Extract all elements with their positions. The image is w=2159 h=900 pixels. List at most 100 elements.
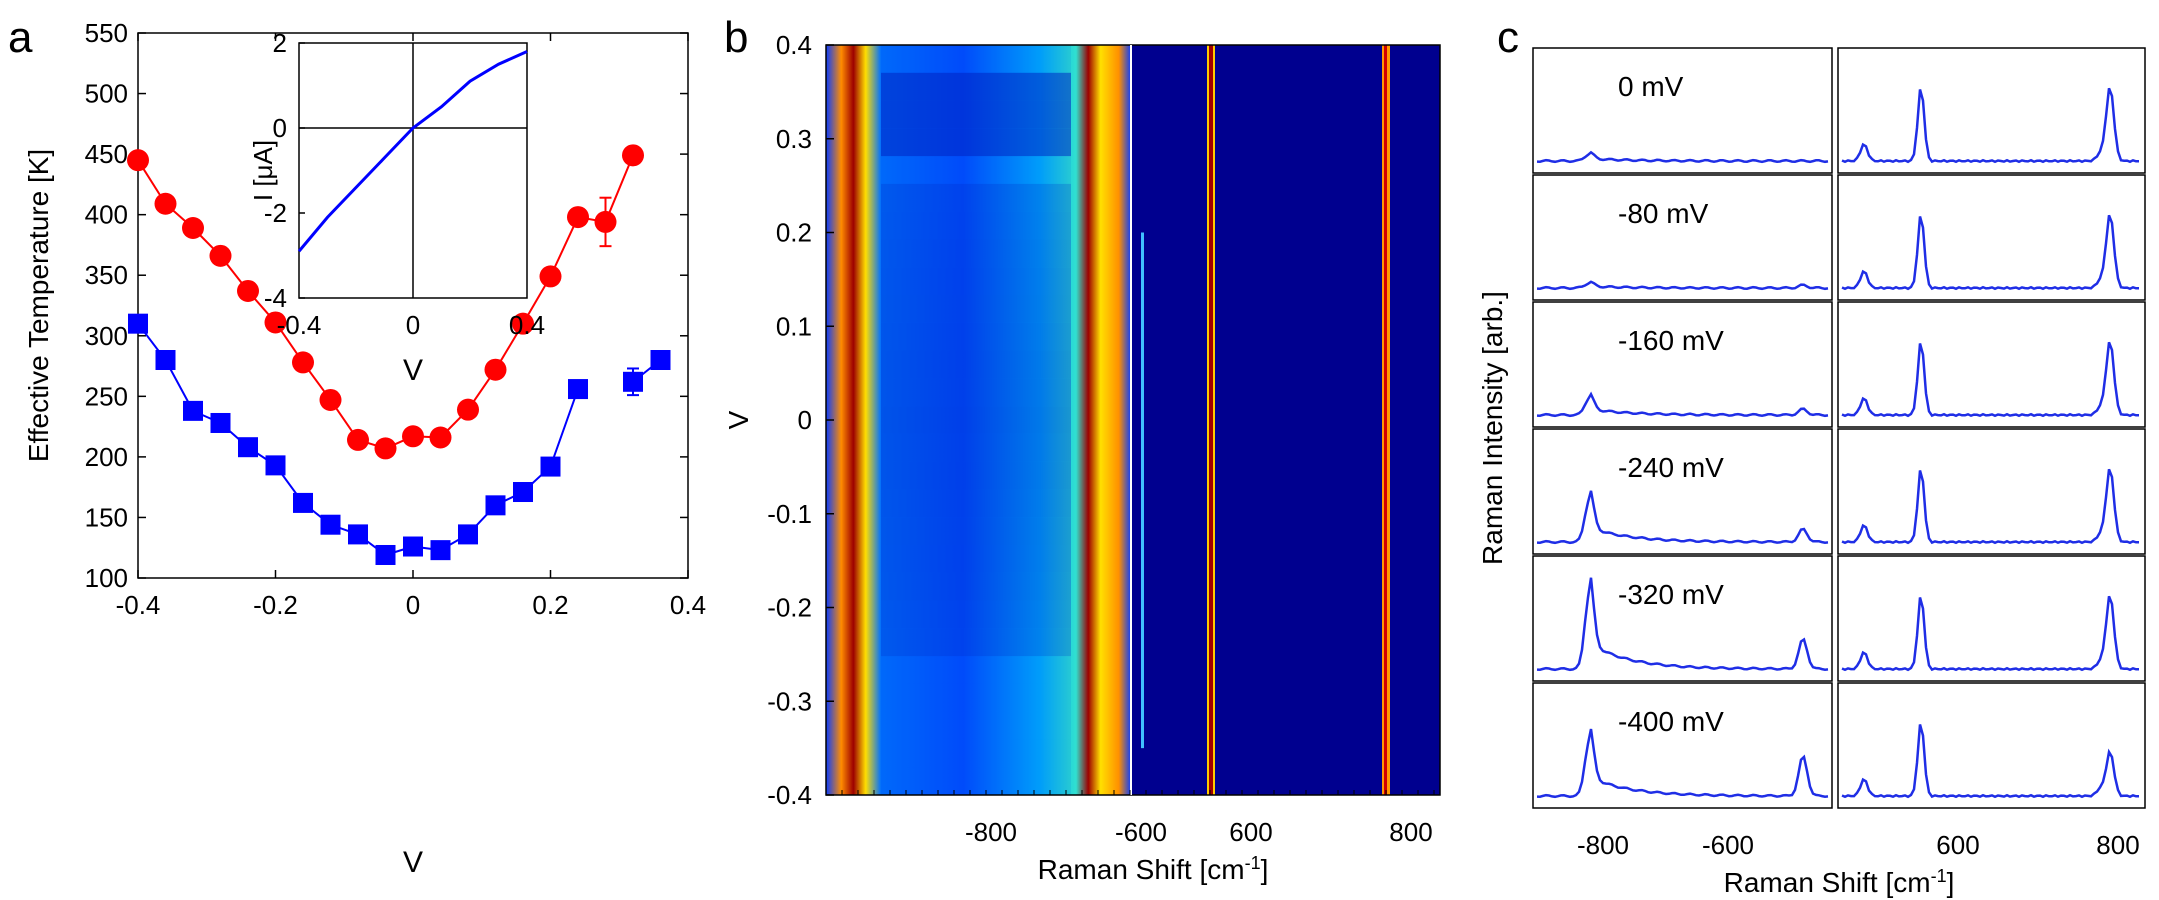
heatmap-left-shade (881, 72, 1071, 102)
heatmap-peak-520-core (1209, 45, 1213, 795)
heatmap-left-row (826, 600, 1131, 629)
heatmap-left-row (826, 517, 1131, 546)
heatmap-peak-875-core (1384, 45, 1387, 795)
heatmap-left-shade (881, 433, 1071, 463)
heatmap-left-shade (881, 267, 1071, 296)
panel-c-xlabel: Raman Shift [cm-1] (1724, 866, 1955, 898)
panel-b-ytick-label: 0.3 (776, 124, 812, 154)
panel-c-antistokes-spectrum (1536, 728, 1829, 799)
panel-c-stokes-spectrum (1841, 468, 2139, 545)
inset-xtick-label: -0.4 (277, 310, 322, 340)
panel-a-ytick-label: 250 (85, 381, 128, 411)
panel-b-xtick-label: 800 (1389, 817, 1432, 847)
panel-a-point-blue (128, 313, 148, 334)
panel-c-stokes-spectrum (1841, 341, 2139, 418)
heatmap-left-row (826, 183, 1131, 213)
panel-c-antistokes-spectrum (1536, 490, 1829, 545)
heatmap-left-shade (881, 517, 1071, 546)
heatmap-left-shade (881, 183, 1071, 213)
heatmap-left-row (826, 572, 1131, 602)
panel-b-ylabel: V (723, 410, 754, 429)
heatmap-left-shade (881, 378, 1071, 407)
panel-c-left-box (1532, 555, 1833, 682)
panel-letter-a: a (8, 13, 33, 62)
panel-a-xtick-label: 0.4 (670, 590, 706, 620)
heatmap-left-row (826, 433, 1131, 463)
panel-a-point-blue (348, 524, 368, 545)
panel-c-voltage-label: -160 mV (1618, 325, 1724, 356)
heatmap-left-shade (881, 739, 1071, 768)
panel-b-ytick-label: -0.2 (767, 593, 812, 623)
heatmap-left-row (826, 239, 1131, 268)
heatmap-left-shade (881, 461, 1071, 490)
heatmap-right-bg (1131, 45, 1440, 795)
panel-a-point-red (429, 426, 452, 449)
heatmap-left-row (826, 322, 1131, 352)
panel-b-xtick-label: -600 (1115, 817, 1167, 847)
inset-ytick-label: 2 (273, 28, 287, 58)
heatmap-left-row (826, 628, 1131, 657)
panel-c-left-box (1532, 682, 1833, 809)
panel-a-series-line (604, 154, 634, 223)
panel-a-xlabel: V (403, 846, 423, 879)
panel-c-xtick-label: 600 (1936, 830, 1979, 860)
panel-c-antistokes-spectrum (1536, 150, 1829, 164)
panel-a-ytick-label: 550 (85, 18, 128, 48)
panel-a-point-red (154, 192, 177, 215)
panel-c-stokes-spectrum (1841, 724, 2139, 799)
panel-b-ytick-label: 0.2 (776, 218, 812, 248)
panel-a-point-red (622, 144, 644, 167)
panel-a-point-blue (458, 524, 478, 545)
panel-a-ytick-label: 300 (85, 321, 128, 351)
panel-c-right-box (1837, 682, 2146, 809)
heatmap-left-row (826, 461, 1131, 490)
heatmap-left-shade (881, 295, 1071, 324)
panel-c-xtick-label: -800 (1577, 830, 1629, 860)
panel-c-xtick-label: -600 (1702, 830, 1754, 860)
heatmap-left-row (826, 295, 1131, 324)
panel-a-point-blue (485, 495, 506, 516)
panel-a-ytick-label: 500 (85, 79, 128, 109)
panel-a-point-blue (568, 379, 588, 400)
panel-a-point-red (209, 244, 232, 267)
panel-a-point-blue (320, 514, 341, 535)
panel-b-ytick-label: -0.4 (767, 780, 812, 810)
heatmap-left-shade (881, 350, 1071, 379)
panel-c-ylabel: Raman Intensity [arb.] (1477, 291, 1508, 565)
panel-a-ytick-label: 100 (85, 563, 128, 593)
panel-a-point-blue (513, 482, 533, 503)
heatmap-left-row (826, 739, 1131, 768)
heatmap-left-row (826, 545, 1131, 574)
panel-c-voltage-label: -400 mV (1618, 706, 1724, 737)
panel-c-xtick-label: 800 (2096, 830, 2139, 860)
heatmap-left-shade (881, 100, 1071, 129)
panel-a-point-red (402, 425, 424, 448)
panel-a-ytick-label: 400 (85, 200, 128, 230)
panel-letter-b: b (724, 13, 748, 62)
panel-a-point-red (484, 358, 507, 381)
panel-b-ytick-label: 0.4 (776, 30, 812, 60)
heatmap-left-row (826, 378, 1131, 407)
panel-c-voltage-label: -240 mV (1618, 452, 1724, 483)
heatmap-left-row (826, 267, 1131, 296)
heatmap-left-shade (881, 489, 1071, 518)
panel-a-point-blue (403, 536, 423, 557)
heatmap-left-row (826, 711, 1131, 740)
panel-a-point-blue (540, 456, 561, 477)
panel-a-point-red (237, 279, 259, 302)
heatmap-left-shade (881, 156, 1071, 185)
panel-a-point-red (539, 265, 562, 288)
heatmap-left-shade (881, 45, 1071, 74)
heatmap-left-shade (881, 600, 1071, 629)
panel-c-stokes-spectrum (1841, 595, 2139, 672)
inset-iv-curve (297, 50, 528, 253)
panel-c-left-box (1532, 47, 1833, 174)
panel-b-ytick-label: -0.1 (767, 499, 812, 529)
heatmap-left-row (826, 45, 1131, 74)
heatmap-left-row (826, 406, 1131, 435)
panel-a-point-blue (238, 437, 258, 458)
panel-b-ytick-label: 0 (798, 405, 812, 435)
panel-c-left-box (1532, 428, 1833, 555)
heatmap-left-shade (881, 683, 1071, 713)
panel-c-left-box (1532, 301, 1833, 428)
